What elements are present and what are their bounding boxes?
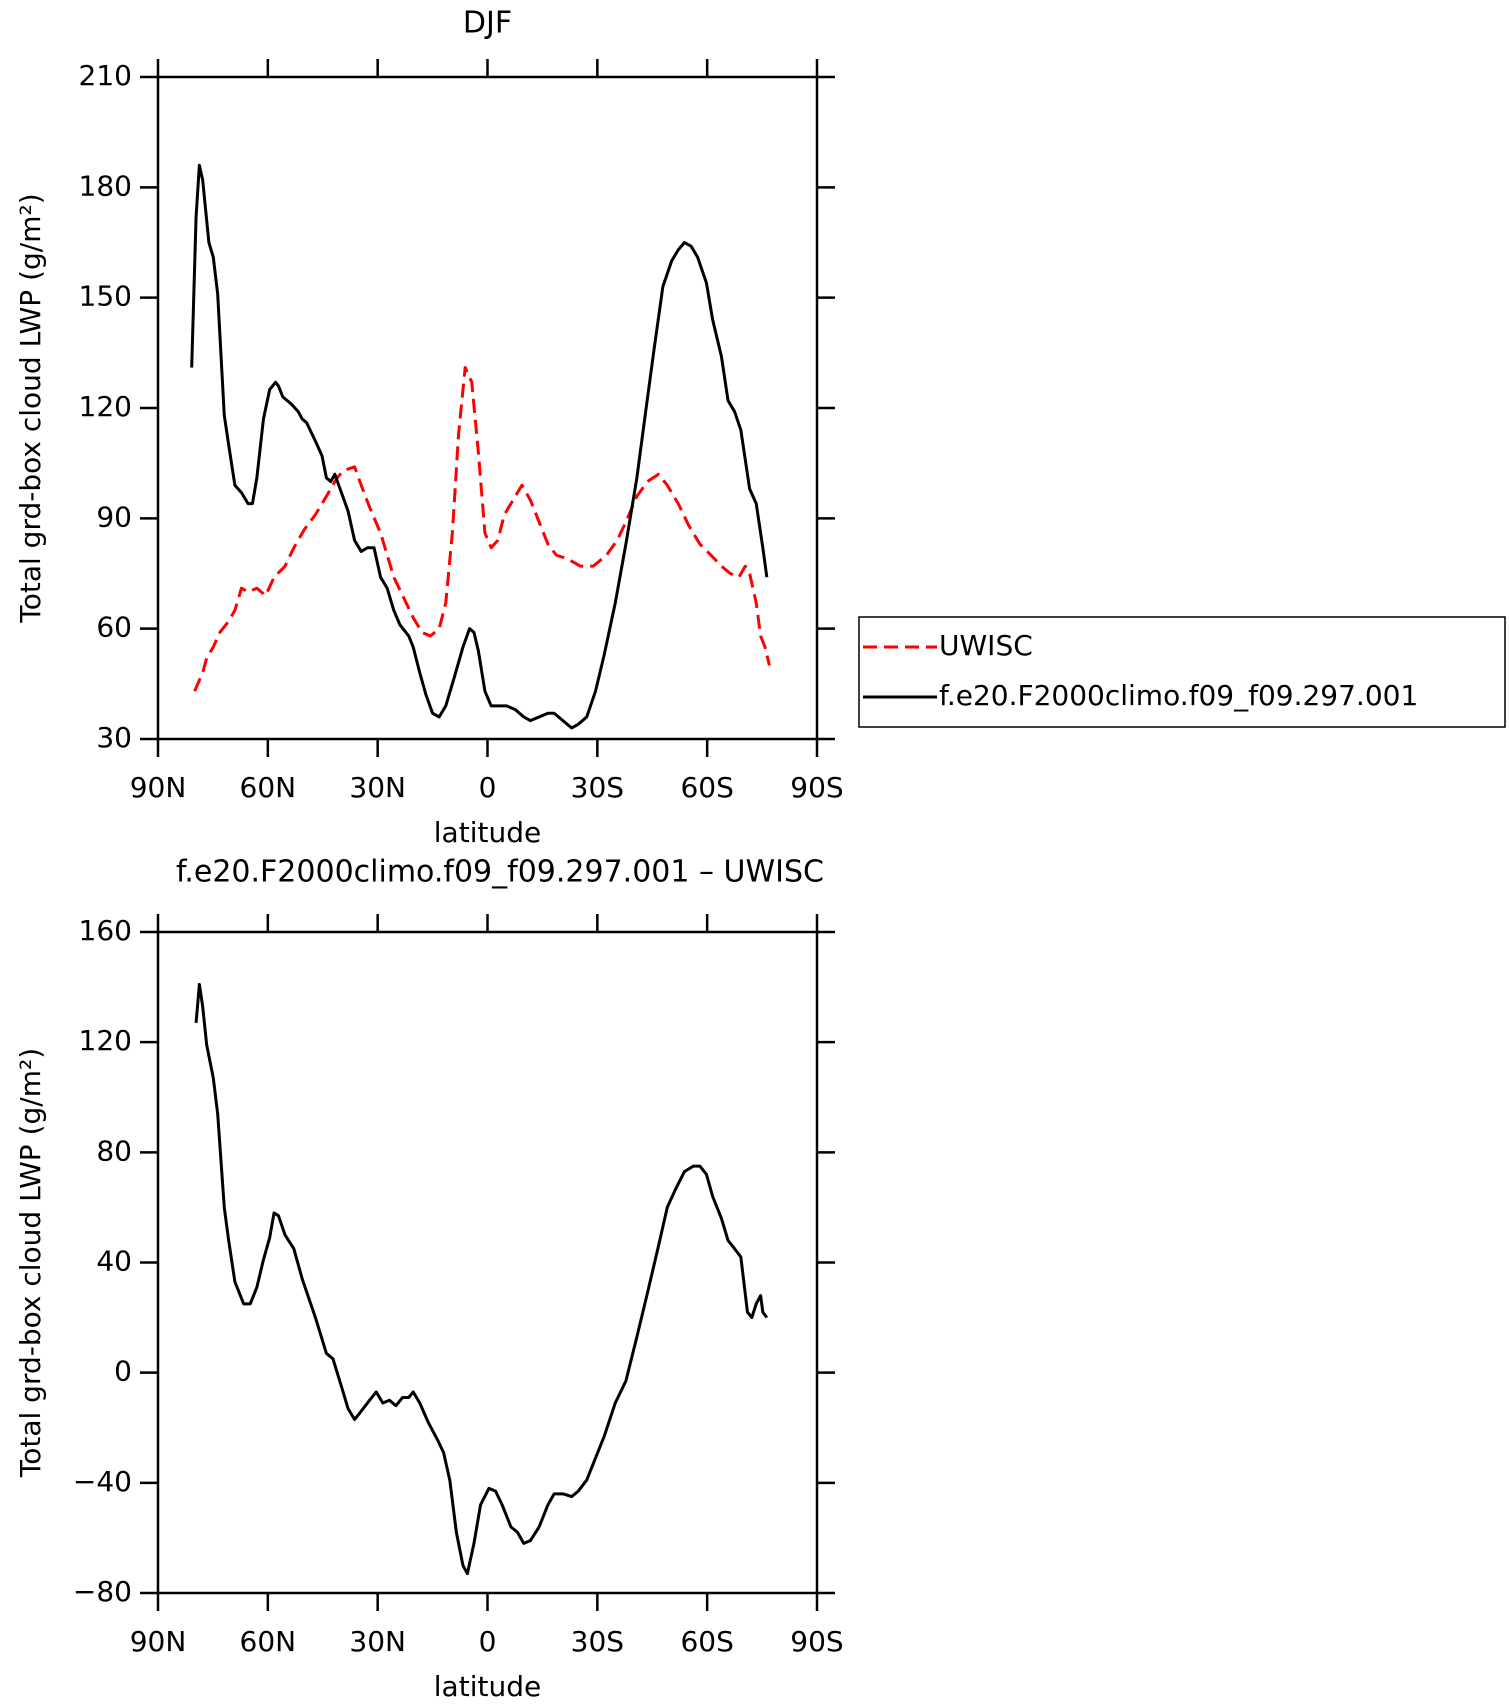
y-axis-label: Total grd-box cloud LWP (g/m²) xyxy=(14,1048,47,1478)
x-tick-label: 90N xyxy=(130,771,187,804)
series-line xyxy=(190,163,769,730)
plot-frame xyxy=(156,75,819,741)
y-tick-label: 180 xyxy=(79,169,132,202)
y-tick-label: 120 xyxy=(79,1024,132,1057)
x-tick-label: 30N xyxy=(349,1625,406,1658)
series-line xyxy=(194,982,769,1576)
y-tick-label: 60 xyxy=(96,611,132,644)
chart-title: DJF xyxy=(463,6,512,41)
y-tick-label: 120 xyxy=(79,390,132,423)
legend-label: f.e20.F2000climo.f09_f09.297.001 xyxy=(939,679,1418,712)
y-tick-label: 210 xyxy=(79,59,132,92)
x-axis-label: latitude xyxy=(434,1670,541,1703)
y-tick-label: −40 xyxy=(73,1465,132,1498)
y-tick-label: 30 xyxy=(96,721,132,754)
x-tick-label: 60N xyxy=(240,771,297,804)
x-axis-label: latitude xyxy=(434,816,541,849)
x-tick-label: 60S xyxy=(680,771,733,804)
x-tick-label: 60S xyxy=(680,1625,733,1658)
y-tick-label: 0 xyxy=(114,1355,132,1388)
x-tick-label: 0 xyxy=(479,1625,497,1658)
chart-title: f.e20.F2000climo.f09_f09.297.001 – UWISC xyxy=(176,855,824,890)
y-tick-label: 90 xyxy=(96,500,132,533)
x-tick-label: 90S xyxy=(790,1625,843,1658)
series-line xyxy=(193,366,771,692)
y-tick-label: −80 xyxy=(73,1575,132,1608)
x-tick-label: 30S xyxy=(571,1625,624,1658)
x-tick-label: 90N xyxy=(130,1625,187,1658)
y-tick-label: 160 xyxy=(79,914,132,947)
y-tick-label: 80 xyxy=(96,1134,132,1167)
legend-label: UWISC xyxy=(939,629,1033,662)
legend-box xyxy=(858,616,1506,728)
x-tick-label: 90S xyxy=(790,771,843,804)
x-tick-label: 30N xyxy=(349,771,406,804)
x-tick-label: 0 xyxy=(479,771,497,804)
x-tick-label: 60N xyxy=(240,1625,297,1658)
y-tick-label: 150 xyxy=(79,280,132,313)
x-tick-label: 30S xyxy=(571,771,624,804)
y-tick-label: 40 xyxy=(96,1245,132,1278)
y-axis-label: Total grd-box cloud LWP (g/m²) xyxy=(14,193,47,623)
